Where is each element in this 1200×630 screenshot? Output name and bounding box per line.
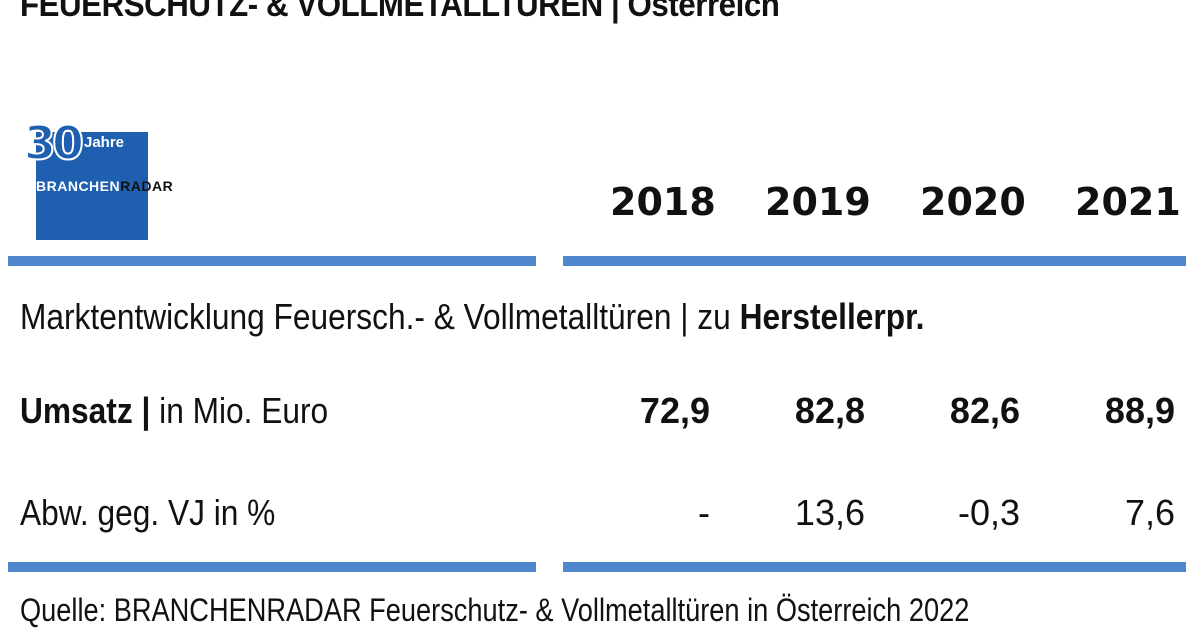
source-note: Quelle: BRANCHENRADAR Feuerschutz- & Vol… (20, 592, 970, 628)
table-cell: 13,6 (794, 492, 865, 533)
year-header: 2021 (1075, 180, 1181, 224)
subtitle-bold: Herstellerpr. (739, 296, 925, 337)
divider-left (8, 256, 536, 266)
logo-jahre: Jahre (84, 134, 125, 151)
logo-30: 30 (23, 115, 85, 171)
year-header: 2019 (765, 180, 871, 224)
table-cell: 82,6 (949, 390, 1020, 431)
logo-brand-dark: RADAR (120, 178, 174, 194)
row-label-umsatz: Umsatz | in Mio. Euro (20, 390, 328, 432)
subtitle-text: Marktentwicklung Feuersch.- & Vollmetall… (20, 296, 740, 337)
row-label-abw: Abw. geg. VJ in % (20, 492, 275, 534)
branchenradar-logo: 30 Jahre BRANCHENRADAR (23, 115, 224, 242)
table-cell: 82,8 (794, 390, 865, 431)
table-subtitle: Marktentwicklung Feuersch.- & Vollmetall… (20, 296, 924, 338)
divider-left-bottom (8, 562, 536, 572)
year-header: 2020 (920, 180, 1026, 224)
table-cell: 7,6 (1124, 492, 1175, 533)
row-label-bold: Umsatz | (20, 390, 151, 431)
table-cell: - (698, 492, 710, 533)
divider-right-bottom (563, 562, 1186, 572)
table-cell: 88,9 (1104, 390, 1175, 431)
logo-brand-light: BRANCHEN (36, 178, 121, 194)
row-label-text: in Mio. Euro (150, 390, 329, 431)
logo-box (36, 132, 148, 240)
page-title: FEUERSCHUTZ- & VOLLMETALLTÜREN | Österre… (20, 0, 780, 24)
divider-right (563, 256, 1186, 266)
table-cell: 72,9 (639, 390, 710, 431)
row-label-text: Abw. geg. VJ in % (20, 492, 276, 533)
logo-brand: BRANCHENRADAR (36, 178, 173, 194)
table-cell: -0,3 (957, 492, 1020, 533)
year-header: 2018 (610, 180, 716, 224)
